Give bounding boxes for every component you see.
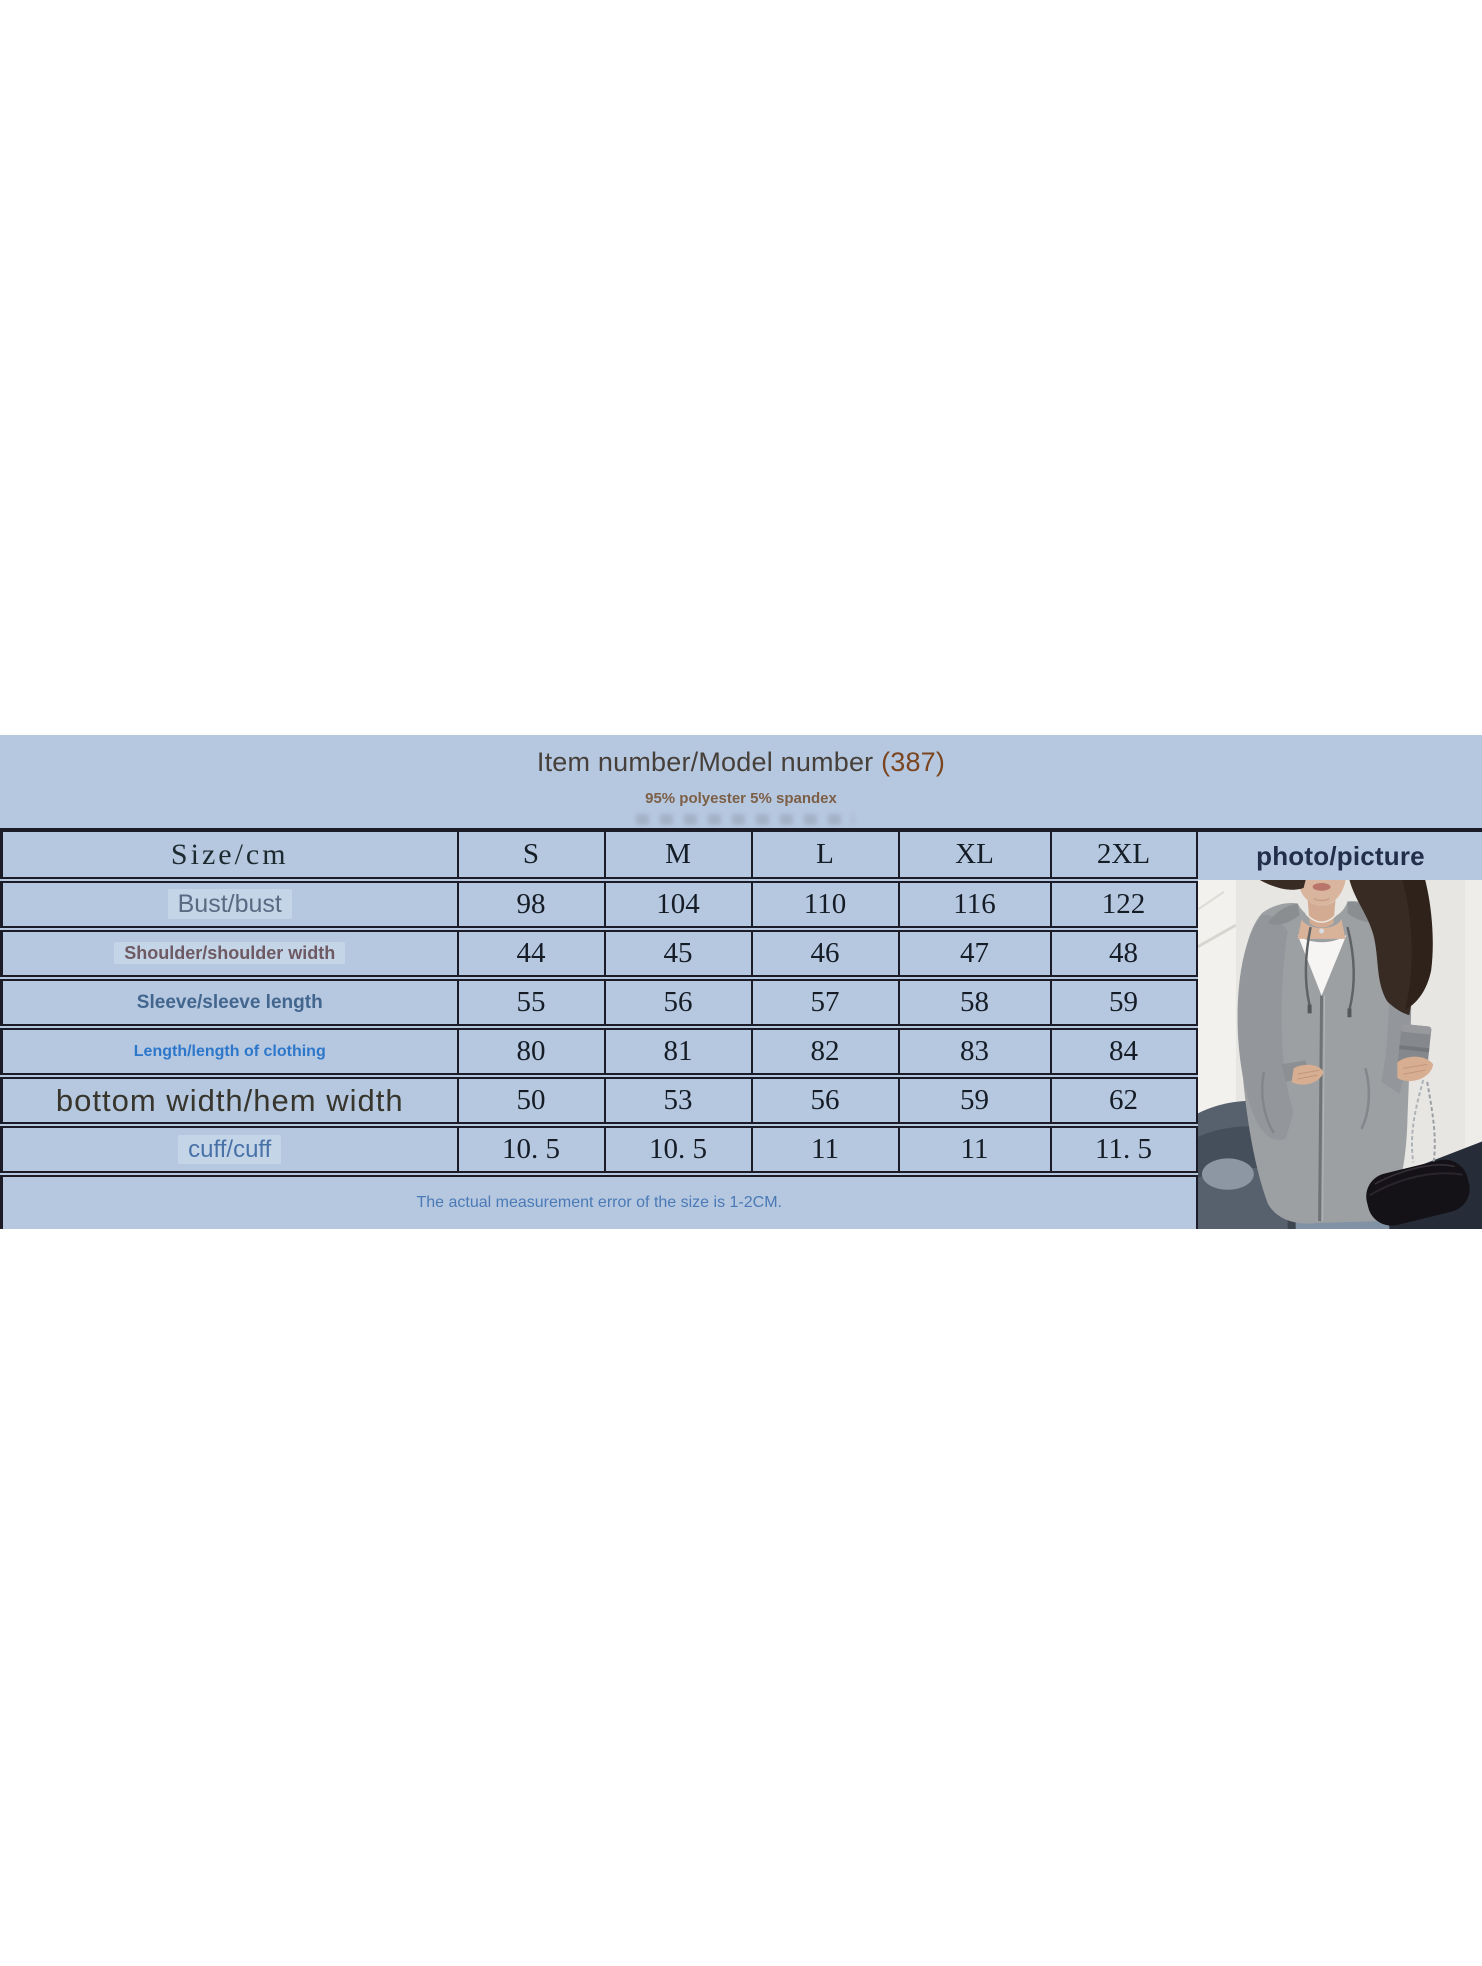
column-header-xl: XL [897, 830, 1051, 880]
value-cell: 11 [750, 1122, 899, 1174]
value-cell: 56 [603, 975, 752, 1027]
row-label: Sleeve/sleeve length [0, 975, 458, 1027]
chart-title-text: Item number/Model number [536, 747, 874, 777]
table-footer-row: The actual measurement error of the size… [0, 1171, 1482, 1229]
value-cell: 53 [603, 1073, 752, 1125]
row-label-text: Sleeve/sleeve length [136, 991, 323, 1013]
value-cell: 10. 5 [456, 1122, 605, 1174]
fabric-composition: 95% polyester 5% spandex [645, 790, 837, 807]
top-whitespace [0, 0, 1482, 735]
value-cell: 104 [603, 877, 752, 929]
value-cell: 84 [1049, 1024, 1197, 1076]
row-label-text: Bust/bust [167, 889, 292, 919]
value-cell: 122 [1049, 877, 1197, 929]
column-header-l: L [750, 830, 899, 880]
value-cell: 44 [456, 926, 605, 978]
value-cell: 47 [897, 926, 1051, 978]
column-header-s: S [456, 830, 605, 880]
value-cell: 98 [456, 877, 605, 929]
row-label: Length/length of clothing [0, 1024, 458, 1076]
value-cell: 59 [1049, 975, 1197, 1027]
value-cell: 48 [1049, 926, 1197, 978]
chart-title-number: (387) [881, 747, 946, 777]
row-label-text: Length/length of clothing [133, 1042, 326, 1060]
value-cell: 62 [1049, 1073, 1197, 1125]
value-cell: 56 [750, 1073, 899, 1125]
table-row-sleeve: Sleeve/sleeve length 55 56 57 58 59 [0, 975, 1482, 1027]
row-label-text: Shoulder/shoulder width [114, 942, 346, 964]
size-chart-panel: Item number/Model number (387) 95% polye… [0, 735, 1482, 1229]
value-cell: 45 [603, 926, 752, 978]
row-label: bottom width/hem width [0, 1073, 458, 1125]
value-cell: 80 [456, 1024, 605, 1076]
row-label-text: cuff/cuff [178, 1134, 282, 1164]
column-header-m: M [603, 830, 752, 880]
table-header-row: Size/cm S M L XL 2XL photo/picture [0, 830, 1482, 880]
column-header-size: Size/cm [0, 830, 458, 880]
row-label: Shoulder/shoulder width [0, 926, 458, 978]
value-cell: 81 [603, 1024, 752, 1076]
measurement-disclaimer: The actual measurement error of the size… [0, 1171, 1197, 1229]
chart-title: Item number/Model number (387) [0, 735, 1482, 778]
column-header-2xl: 2XL [1049, 830, 1197, 880]
value-cell: 46 [750, 926, 899, 978]
value-cell: 110 [750, 877, 899, 929]
table-row-cuff: cuff/cuff 10. 5 10. 5 11 11 11. 5 [0, 1122, 1482, 1174]
value-cell: 50 [456, 1073, 605, 1125]
size-table: Size/cm S M L XL 2XL photo/picture Bust/… [0, 828, 1482, 1229]
erased-text-smudge [636, 814, 854, 825]
table-row-shoulder: Shoulder/shoulder width 44 45 46 47 48 [0, 926, 1482, 978]
value-cell: 55 [456, 975, 605, 1027]
table-row-bottom-width: bottom width/hem width 50 53 56 59 62 [0, 1073, 1482, 1125]
value-cell: 83 [897, 1024, 1051, 1076]
value-cell: 11 [897, 1122, 1051, 1174]
product-photo [1195, 880, 1482, 1229]
table-row-length: Length/length of clothing 80 81 82 83 84 [0, 1024, 1482, 1076]
row-label: Bust/bust [0, 877, 458, 929]
table-row-bust: Bust/bust 98 104 110 116 122 [0, 877, 1482, 1229]
value-cell: 59 [897, 1073, 1051, 1125]
column-header-photo: photo/picture [1195, 830, 1482, 880]
row-label: cuff/cuff [0, 1122, 458, 1174]
value-cell: 116 [897, 877, 1051, 929]
value-cell: 58 [897, 975, 1051, 1027]
title-band: Item number/Model number (387) 95% polye… [0, 735, 1482, 828]
value-cell: 57 [750, 975, 899, 1027]
value-cell: 10. 5 [603, 1122, 752, 1174]
value-cell: 11. 5 [1049, 1122, 1197, 1174]
value-cell: 82 [750, 1024, 899, 1076]
row-label-text: bottom width/hem width [55, 1082, 404, 1118]
model-photo-illustration [1198, 880, 1482, 1229]
